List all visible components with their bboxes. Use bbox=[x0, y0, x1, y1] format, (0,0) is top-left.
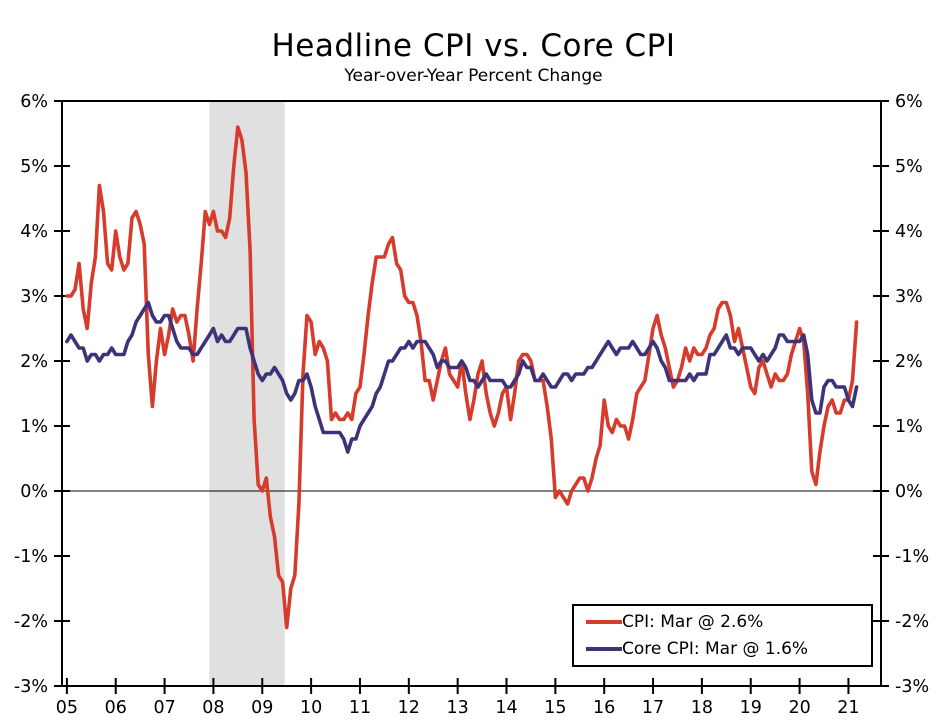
core-cpi-line bbox=[65, 300, 859, 454]
core-cpi-line-swatch bbox=[586, 646, 622, 651]
chart-title: Headline CPI vs. Core CPI bbox=[271, 28, 676, 64]
chart-subtitle: Year-over-Year Percent Change bbox=[344, 66, 603, 86]
x-tick-label: 20 bbox=[788, 698, 810, 718]
y-tick-label-left: -1% bbox=[14, 547, 48, 567]
x-tick-label: 13 bbox=[447, 698, 469, 718]
legend-label-cpi: CPI: Mar @ 2.6% bbox=[622, 612, 764, 633]
y-tick-label-left: -3% bbox=[14, 677, 48, 697]
cpi-line bbox=[65, 125, 859, 630]
x-tick-label: 16 bbox=[593, 698, 615, 718]
plot-border bbox=[61, 100, 882, 687]
y-tick-label-right: 2% bbox=[895, 352, 923, 372]
y-tick-label-left: 0% bbox=[20, 482, 48, 502]
y-tick-label-right: 4% bbox=[895, 222, 923, 242]
x-tick-label: 07 bbox=[153, 698, 175, 718]
cpi-line-swatch bbox=[586, 620, 622, 625]
x-tick-label: 19 bbox=[740, 698, 762, 718]
y-tick-label-right: -3% bbox=[895, 677, 929, 697]
x-tick-label: 18 bbox=[691, 698, 713, 718]
x-tick-label: 06 bbox=[105, 698, 127, 718]
legend: CPI: Mar @ 2.6% Core CPI: Mar @ 1.6% bbox=[572, 604, 873, 667]
x-tick-label: 15 bbox=[544, 698, 566, 718]
y-tick-label-left: 6% bbox=[20, 92, 48, 112]
y-tick-label-left: 5% bbox=[20, 157, 48, 177]
x-tick-label: 05 bbox=[56, 698, 78, 718]
y-tick-label-right: -2% bbox=[895, 612, 929, 632]
y-tick-label-left: 4% bbox=[20, 222, 48, 242]
legend-item-cpi: CPI: Mar @ 2.6% bbox=[586, 612, 871, 632]
y-tick-label-right: 5% bbox=[895, 157, 923, 177]
x-tick-label: 12 bbox=[398, 698, 420, 718]
y-tick-label-right: 1% bbox=[895, 417, 923, 437]
legend-item-core-cpi: Core CPI: Mar @ 1.6% bbox=[586, 639, 871, 659]
x-tick-label: 08 bbox=[202, 698, 224, 718]
y-tick-label-left: 3% bbox=[20, 287, 48, 307]
x-tick-label: 09 bbox=[251, 698, 273, 718]
legend-label-core-cpi: Core CPI: Mar @ 1.6% bbox=[622, 638, 809, 659]
y-tick-label-right: 3% bbox=[895, 287, 923, 307]
y-tick-label-right: 0% bbox=[895, 482, 923, 502]
y-tick-label-right: -1% bbox=[895, 547, 929, 567]
x-tick-label: 14 bbox=[495, 698, 517, 718]
y-tick-label-left: 1% bbox=[20, 417, 48, 437]
x-tick-label: 10 bbox=[300, 698, 322, 718]
x-tick-label: 11 bbox=[349, 698, 371, 718]
y-tick-label-left: -2% bbox=[14, 612, 48, 632]
y-tick-label-left: 2% bbox=[20, 352, 48, 372]
x-tick-label: 21 bbox=[837, 698, 859, 718]
x-tick-label: 17 bbox=[642, 698, 664, 718]
y-tick-label-right: 6% bbox=[895, 92, 923, 112]
